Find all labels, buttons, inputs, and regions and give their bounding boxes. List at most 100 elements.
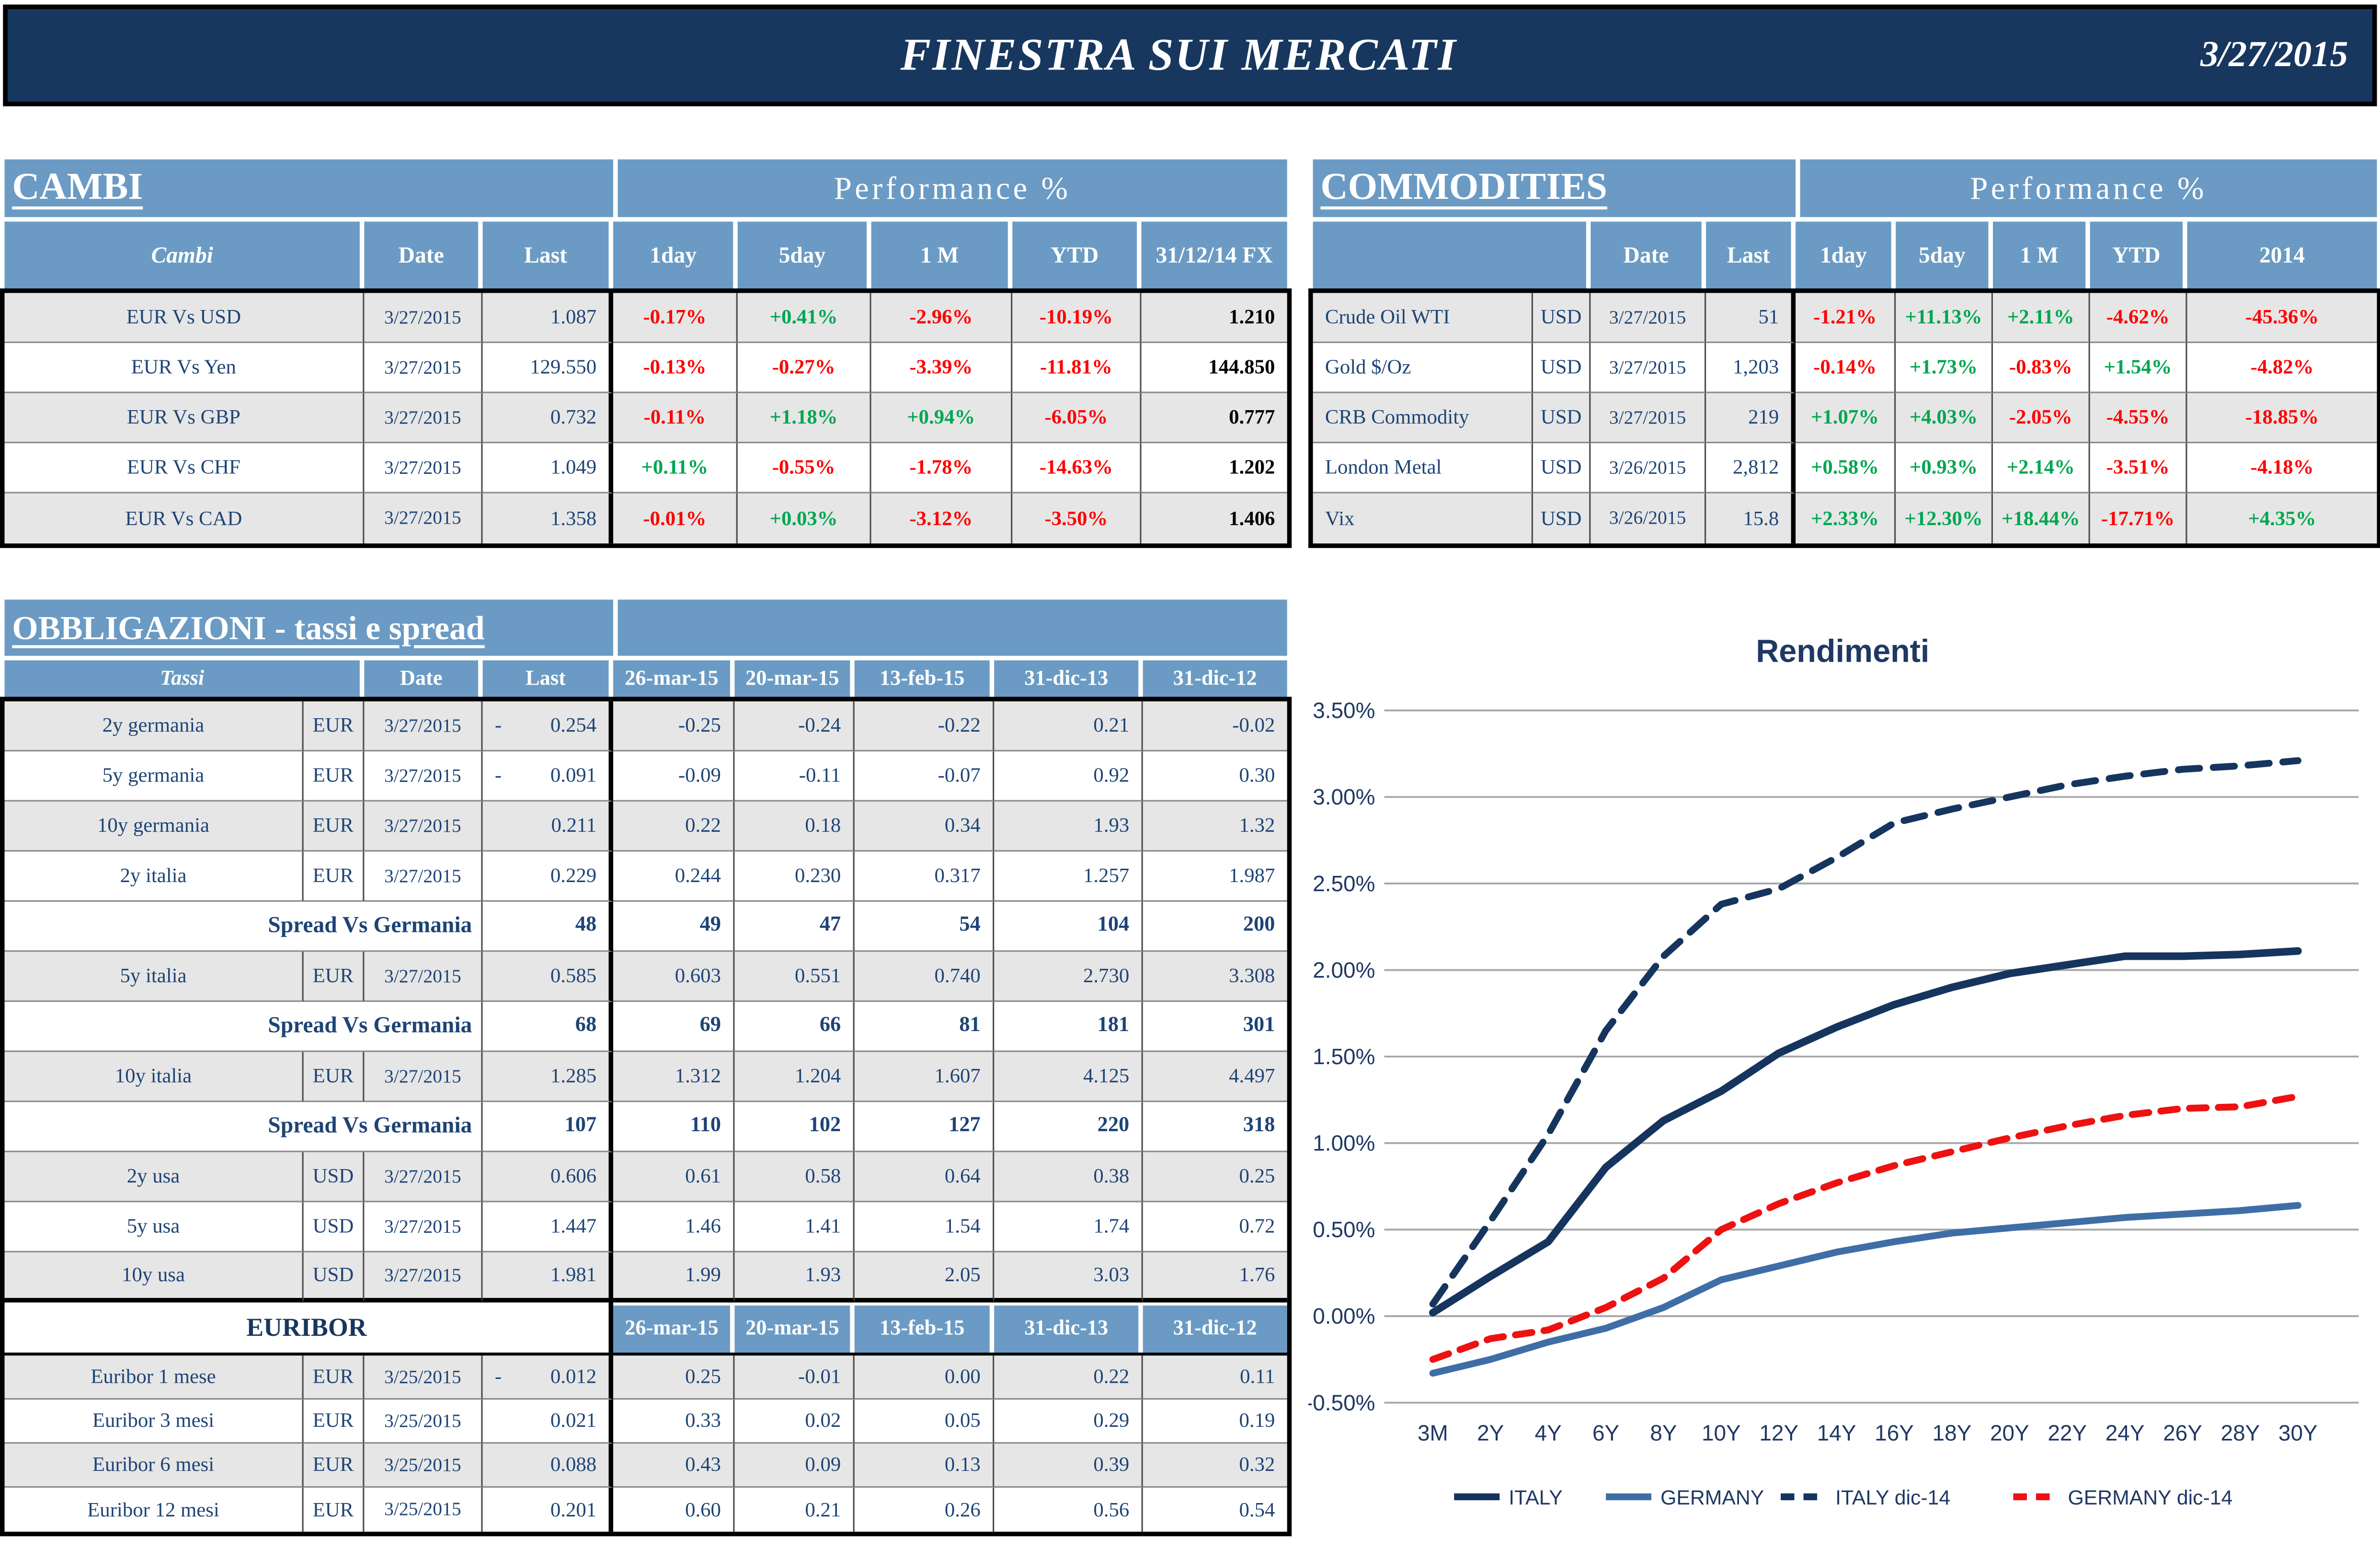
- commodities-body: Crude Oil WTI USD 3/27/2015 51 -1.21% +11.13%…: [1308, 288, 2380, 548]
- perf-cell: -0.13%: [613, 343, 738, 393]
- cambi-row: EUR Vs CAD 3/27/2015 1.358 -0.01% +0.03% -3.1…: [4, 493, 1287, 544]
- last-cell: 1.285: [482, 1052, 613, 1102]
- x-axis-tick-label: 12Y: [1759, 1421, 1798, 1446]
- last-cell: 0.021: [482, 1400, 613, 1444]
- obbligazioni-body: 2y germania EUR 3/27/2015-0.254 -0.25 -0.24-…: [0, 697, 1292, 1537]
- perf-cell: -4.55%: [2090, 393, 2187, 444]
- minus-sign: -: [494, 1365, 502, 1388]
- date-cell: 3/27/2015: [364, 393, 483, 444]
- perf-cell: -0.01%: [613, 493, 738, 544]
- perf-cell: +1.07%: [1796, 393, 1896, 444]
- perf-cell: -4.18%: [2187, 443, 2377, 494]
- rate-row: Euribor 12 mesi EUR 3/25/2015 0.201 0.60 0.21…: [5, 1487, 1287, 1532]
- spread-row: Spread Vs Germania 68 69 66 81 181 301: [4, 1002, 1287, 1052]
- spread-value: 49: [613, 901, 735, 952]
- obbligazioni-title-row: OBBLIGAZIONI - tassi e spread: [4, 599, 1287, 656]
- last-cell: 1.087: [482, 293, 613, 344]
- y-axis-tick-label: 2.00%: [1313, 957, 1375, 982]
- series-line-germany-dic-14: [1429, 1093, 2301, 1363]
- fx-reference-cell: 1.406: [1229, 506, 1275, 529]
- obbligazioni-col-header: 13-feb-15: [854, 660, 995, 701]
- spread-value: 318: [1143, 1102, 1287, 1152]
- obbligazioni-col-header: 20-mar-15: [734, 660, 855, 701]
- commodities-performance-title: Performance %: [1970, 169, 2207, 206]
- value-cell: 1.93: [734, 1252, 855, 1303]
- x-axis-tick-label: 2Y: [1477, 1421, 1504, 1446]
- perf-cell: -2.96%: [871, 293, 1013, 344]
- cambi-body: EUR Vs USD 3/27/2015 1.087 -0.17% +0.41% -2.9…: [0, 288, 1292, 548]
- perf-cell: +0.11%: [613, 443, 738, 494]
- value-cell: 1.76: [1143, 1252, 1287, 1303]
- value-cell: 0.72: [1143, 1202, 1287, 1252]
- perf-cell: -4.62%: [2090, 293, 2187, 344]
- cambi-col-header: 1day: [613, 221, 738, 293]
- last-cell: 1.049: [482, 443, 613, 494]
- perf-cell: +1.73%: [1896, 343, 1993, 393]
- perf-cell: +0.93%: [1896, 443, 1993, 494]
- date-cell: 3/27/2015: [1590, 393, 1706, 444]
- value-cell: 2.05: [854, 1252, 995, 1303]
- perf-cell: +0.94%: [871, 393, 1013, 444]
- cambi-section-header: CAMBI: [4, 159, 613, 218]
- last-cell: 51: [1706, 293, 1796, 344]
- commodity-row: CRB Commodity USD 3/27/2015 219 +1.07% +4.03%…: [1313, 393, 2377, 444]
- perf-cell: +1.54%: [2090, 343, 2187, 393]
- value-cell: -0.09: [613, 751, 735, 802]
- perf-cell: +0.58%: [1796, 443, 1896, 494]
- currency-cell: EUR: [303, 801, 365, 852]
- y-axis-tick-label: 1.50%: [1313, 1044, 1375, 1069]
- last-cell: 0.201: [483, 1487, 613, 1532]
- rendimenti-chart-panel: Rendimenti 3.50% 3.00% 2.50% 2.00% 1.50% 1.00%…: [1305, 604, 2377, 1542]
- series-line-italy: [1429, 947, 2302, 1317]
- rate-row: Euribor 6 mesi EUR 3/25/2015 0.088 0.43 0.09 0…: [4, 1444, 1287, 1488]
- value-cell: 1.204: [734, 1052, 855, 1102]
- spread-value: 69: [613, 1002, 735, 1052]
- chart-title: Rendimenti: [1756, 633, 1929, 669]
- date-cell: 3/27/2015: [364, 1202, 483, 1252]
- value-cell: -0.24: [734, 701, 855, 752]
- value-cell: -0.01: [734, 1355, 855, 1400]
- last-cell: 219: [1706, 393, 1796, 444]
- commodities-col-header: 1day: [1796, 221, 1896, 293]
- rate-name: 2y italia: [4, 851, 304, 902]
- cambi-performance-header: Performance %: [618, 159, 1287, 218]
- perf-cell: +0.41%: [737, 293, 871, 344]
- value-cell: 0.09: [734, 1444, 855, 1488]
- rate-row: 2y germania EUR 3/27/2015-0.254 -0.25 -0.24-…: [4, 701, 1287, 752]
- value-cell: 0.02: [734, 1400, 855, 1444]
- x-axis-tick-label: 18Y: [1933, 1421, 1972, 1446]
- value-cell: 0.21: [734, 1487, 855, 1532]
- currency-cell: USD: [1533, 293, 1591, 344]
- rate-row: 2y italia EUR 3/27/2015 0.229 0.244 0.230 0.31…: [4, 851, 1287, 902]
- value-cell: 0.39: [994, 1444, 1143, 1488]
- date-cell: 3/27/2015: [364, 701, 483, 752]
- value-cell: 0.25: [1143, 1152, 1287, 1203]
- value-cell: 0.18: [734, 801, 855, 852]
- value-cell: 0.21: [994, 701, 1143, 752]
- commodities-col-header: Date: [1590, 221, 1706, 293]
- commodities-col-header: Last: [1706, 221, 1796, 293]
- cambi-row: EUR Vs CHF 3/27/2015 1.049 +0.11% -0.55% -1.7…: [4, 443, 1287, 494]
- currency-cell: USD: [1533, 493, 1591, 544]
- x-axis-tick-label: 26Y: [2163, 1421, 2202, 1446]
- currency-cell: USD: [1533, 343, 1591, 393]
- cambi-col-header: 1 M: [871, 221, 1013, 293]
- rate-row: 5y germania EUR 3/27/2015-0.091 -0.09 -0.11-…: [4, 751, 1287, 802]
- obbligazioni-col-header: Last: [482, 660, 613, 701]
- value-cell: 0.61: [613, 1152, 735, 1203]
- commodity-row: Gold $/Oz USD 3/27/2015 1,203 -0.14% +1.73% -0…: [1313, 343, 2377, 393]
- x-axis-tick-label: 24Y: [2105, 1421, 2145, 1446]
- euribor-col-header: 13-feb-15: [854, 1305, 995, 1353]
- y-axis-tick-label: -0.50%: [1308, 1390, 1375, 1415]
- currency-cell: USD: [1533, 393, 1591, 444]
- perf-cell: -14.63%: [1012, 443, 1142, 494]
- commodity-row: London Metal USD 3/26/2015 2,812 +0.58% +0.93…: [1313, 443, 2377, 494]
- y-axis-tick-label: 0.00%: [1313, 1304, 1375, 1329]
- currency-cell: EUR: [304, 1487, 365, 1532]
- x-axis-tick-label: 30Y: [2278, 1421, 2318, 1446]
- commodity-name: Vix: [1313, 493, 1533, 544]
- value-cell: 0.34: [854, 801, 995, 852]
- last-cell: 2,812: [1706, 443, 1796, 494]
- euribor-col-header: 26-mar-15: [613, 1305, 735, 1353]
- perf-cell: -45.36%: [2187, 293, 2377, 344]
